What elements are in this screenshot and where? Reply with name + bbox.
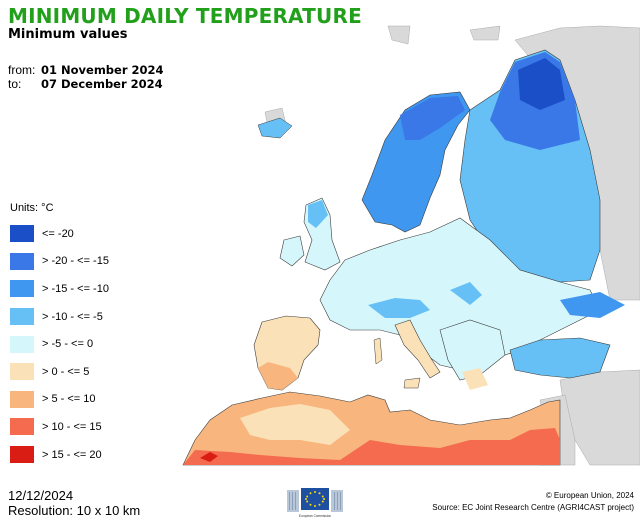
- legend-swatch: [10, 418, 34, 436]
- footer-resolution: Resolution: 10 x 10 km: [8, 503, 141, 518]
- legend-swatch: [10, 363, 34, 381]
- carpathians-cold: [450, 282, 482, 305]
- north-africa-cool-interior: [240, 404, 350, 445]
- legend-units: Units: °C: [10, 202, 54, 214]
- period-from-label: from:: [8, 63, 36, 77]
- legend-item: > 15 - <= 20: [10, 441, 109, 469]
- footer-date: 12/12/2024: [8, 488, 74, 503]
- legend-item: > 0 - <= 5: [10, 358, 109, 386]
- legend-item: > 5 - <= 10: [10, 386, 109, 414]
- iceland: [257, 117, 293, 139]
- legend-swatch: [10, 335, 34, 353]
- scandinavia: [361, 91, 471, 233]
- legend: Units: °C <= -20 > -20 - <= -15 > -15 - …: [10, 202, 109, 468]
- period-to-row: to: 07 December 2024: [8, 77, 164, 91]
- legend-item: > -20 - <= -15: [10, 248, 109, 276]
- period-from-row: from: 01 November 2024: [8, 63, 164, 77]
- caucasus-cold: [560, 292, 625, 318]
- russia-coldest: [518, 58, 565, 110]
- uk-highlands: [308, 200, 328, 228]
- scandinavia-cold-north: [400, 96, 465, 140]
- legend-swatch: [10, 308, 34, 326]
- balkans: [439, 319, 506, 381]
- greece-warm: [462, 368, 488, 390]
- source-text: Source: EC Joint Research Centre (AGRI4C…: [432, 503, 634, 512]
- legend-swatch: [10, 280, 34, 298]
- ireland: [279, 235, 305, 267]
- north-africa-hottest: [200, 452, 218, 462]
- legend-label: > -20 - <= -15: [42, 255, 109, 268]
- period-from-value: 01 November 2024: [41, 63, 164, 77]
- copyright-text: © European Union, 2024: [545, 491, 634, 500]
- map-subtitle: Minimum values: [8, 27, 128, 42]
- sicily: [403, 377, 421, 389]
- legend-item: <= -20: [10, 220, 109, 248]
- period-block: from: 01 November 2024 to: 07 December 2…: [8, 63, 164, 91]
- legend-label: <= -20: [42, 227, 74, 240]
- credits: © European Union, 2024 Source: EC Joint …: [432, 490, 634, 514]
- alps-cold: [368, 298, 430, 318]
- legend-label: > 15 - <= 20: [42, 448, 102, 461]
- legend-label: > 5 - <= 10: [42, 393, 96, 406]
- legend-label: > -5 - <= 0: [42, 338, 94, 351]
- footer-info: 12/12/2024 Resolution: 10 x 10 km: [8, 488, 140, 518]
- legend-swatch: [10, 446, 34, 464]
- logo-text: European Commission: [299, 514, 331, 518]
- legend-label: > 0 - <= 5: [42, 365, 90, 378]
- legend-item: > 10 - <= 15: [10, 413, 109, 441]
- legend-swatch: [10, 390, 34, 408]
- iberia-south-warm: [258, 362, 298, 390]
- legend-label: > 10 - <= 15: [42, 420, 102, 433]
- italy: [394, 319, 441, 379]
- period-to-value: 07 December 2024: [41, 77, 163, 91]
- legend-item: > -10 - <= -5: [10, 303, 109, 331]
- legend-swatch: [10, 252, 34, 270]
- turkey: [509, 337, 611, 379]
- corsica-sardinia: [373, 337, 383, 365]
- period-to-label: to:: [8, 77, 22, 91]
- legend-swatch: [10, 225, 34, 243]
- north-africa-hot-coast: [183, 428, 560, 465]
- legend-item: > -5 - <= 0: [10, 330, 109, 358]
- legend-label: > -15 - <= -10: [42, 282, 109, 295]
- legend-item: > -15 - <= -10: [10, 275, 109, 303]
- european-commission-logo: European Commission: [287, 488, 343, 518]
- map-title: MINIMUM DAILY TEMPERATURE: [8, 4, 362, 28]
- legend-label: > -10 - <= -5: [42, 310, 103, 323]
